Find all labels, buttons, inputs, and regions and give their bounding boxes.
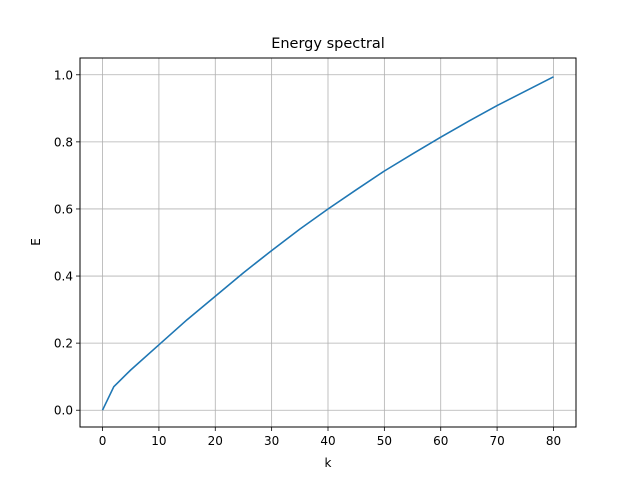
x-tick-label: 10 (151, 434, 166, 448)
x-tick-label: 80 (546, 434, 561, 448)
y-tick-label: 0.0 (54, 404, 73, 418)
y-tick-label: 0.4 (54, 270, 73, 284)
y-axis-ticks: 0.0 0.2 0.4 0.6 0.8 1.0 (54, 68, 80, 418)
x-axis-label: k (325, 456, 332, 470)
chart-title: Energy spectral (271, 36, 385, 52)
x-tick-label: 0 (99, 434, 107, 448)
y-tick-label: 1.0 (54, 68, 73, 82)
x-tick-label: 40 (320, 434, 335, 448)
series-polyline (101, 76, 554, 411)
x-tick-label: 50 (377, 434, 392, 448)
x-tick-label: 20 (208, 434, 223, 448)
x-tick-label: 70 (489, 434, 504, 448)
y-tick-label: 0.8 (54, 135, 73, 149)
y-axis-label: E (29, 238, 43, 246)
x-tick-label: 30 (264, 434, 279, 448)
x-tick-label: 60 (433, 434, 448, 448)
y-tick-label: 0.6 (54, 202, 73, 216)
data-series-line (101, 76, 554, 411)
x-axis-ticks: 0 10 20 30 40 50 60 70 80 (99, 427, 561, 448)
y-tick-label: 0.2 (54, 337, 73, 351)
